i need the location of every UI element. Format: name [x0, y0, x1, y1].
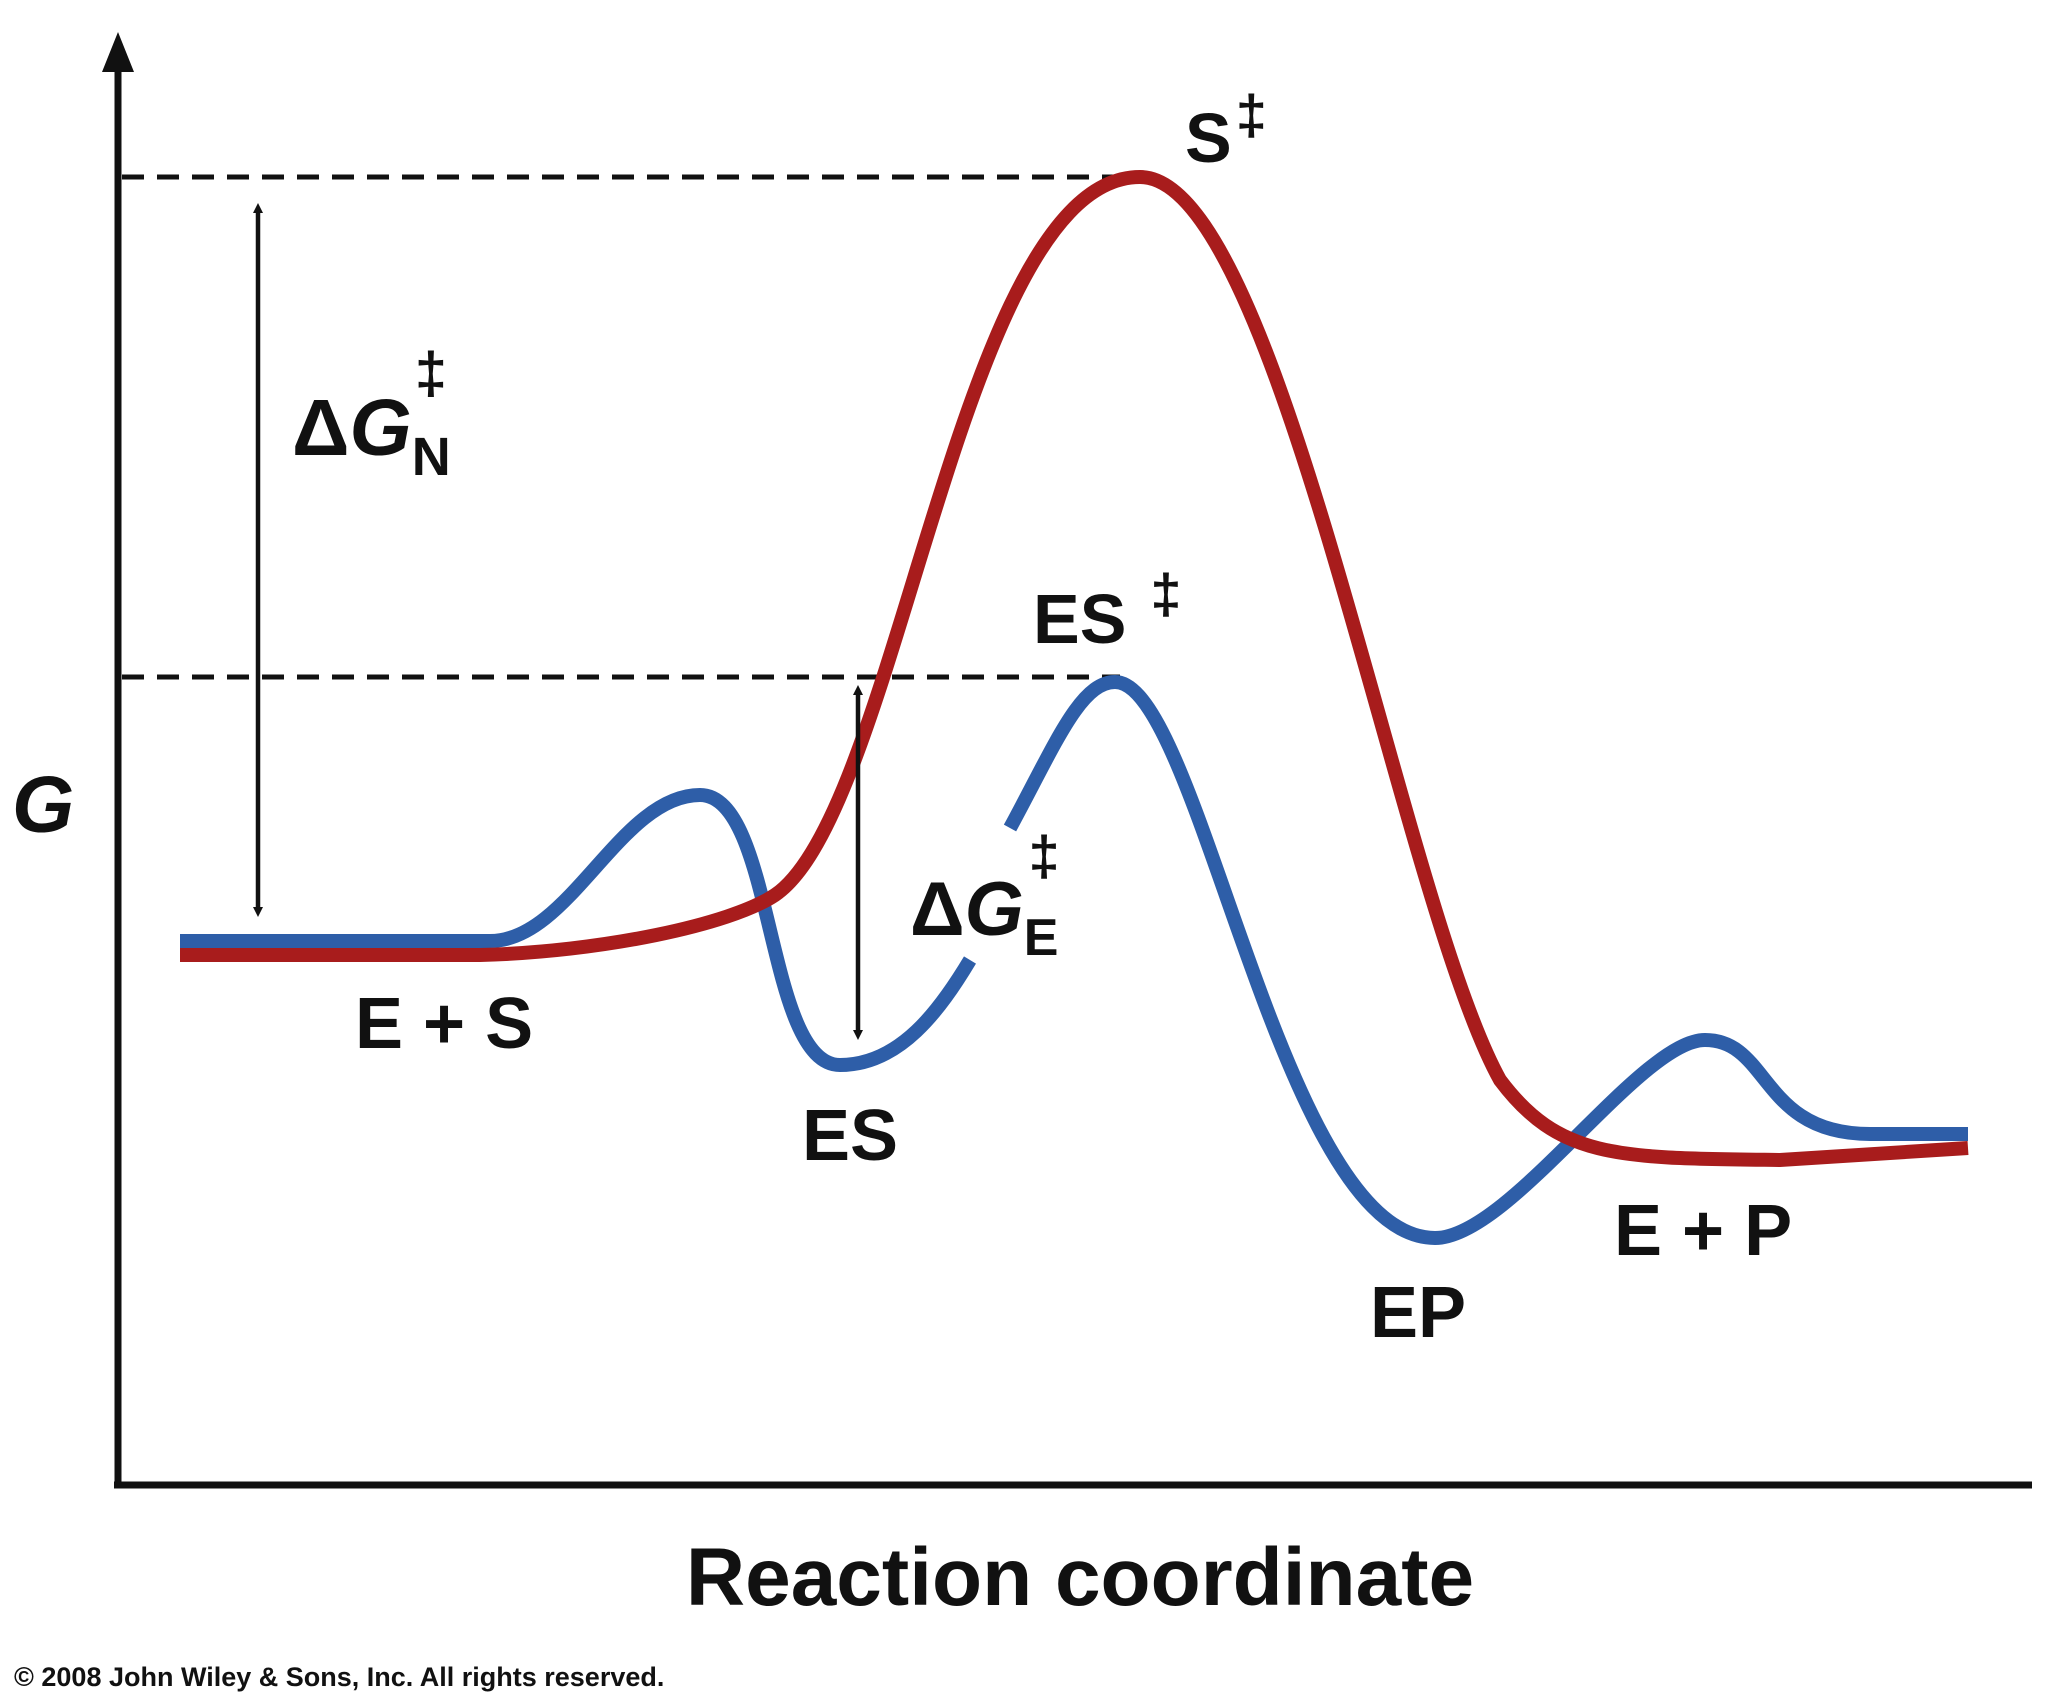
x-axis-label: Reaction coordinate — [686, 1532, 1474, 1623]
delta-gn-sub: N — [412, 427, 451, 487]
delta-ge-delta: Δ — [910, 867, 965, 952]
delta-ge-sup: ‡ — [1028, 824, 1059, 887]
delta-gn-sup: ‡ — [415, 341, 447, 406]
catalyzed-curve-segment-2 — [1003, 674, 1968, 1246]
catalyzed-curve — [180, 674, 1968, 1246]
es-ts-label-sup: ‡ — [1150, 562, 1181, 625]
uncatalyzed-curve — [180, 169, 1969, 1168]
y-axis-label: G — [12, 760, 74, 849]
delta-ge-sub: E — [1024, 909, 1059, 967]
s-ts-label-main: S — [1185, 99, 1232, 177]
s-ts-label: S‡ — [1185, 83, 1267, 177]
es-ts-label: ES ‡ — [1033, 562, 1182, 658]
delta-gn-delta: Δ — [292, 383, 350, 472]
y-axis-arrow-icon — [102, 32, 134, 72]
s-ts-label-sup: ‡ — [1236, 83, 1267, 146]
delta-gn-g: G — [350, 383, 412, 472]
catalyzed-curve-segment-1 — [180, 787, 977, 1073]
delta-gn-label: ΔGN ‡ — [292, 341, 451, 487]
es-ts-label-main: ES — [1033, 580, 1126, 658]
e-plus-s-label: E + S — [355, 984, 533, 1064]
copyright-text: © 2008 John Wiley & Sons, Inc. All right… — [14, 1662, 664, 1692]
delta-ge-g: G — [965, 867, 1024, 952]
delta-ge-label: ΔGE ‡ — [910, 824, 1060, 967]
e-plus-p-label: E + P — [1614, 1191, 1792, 1271]
es-label: ES — [802, 1096, 898, 1176]
axes — [102, 32, 2032, 1489]
ep-label: EP — [1370, 1273, 1466, 1353]
